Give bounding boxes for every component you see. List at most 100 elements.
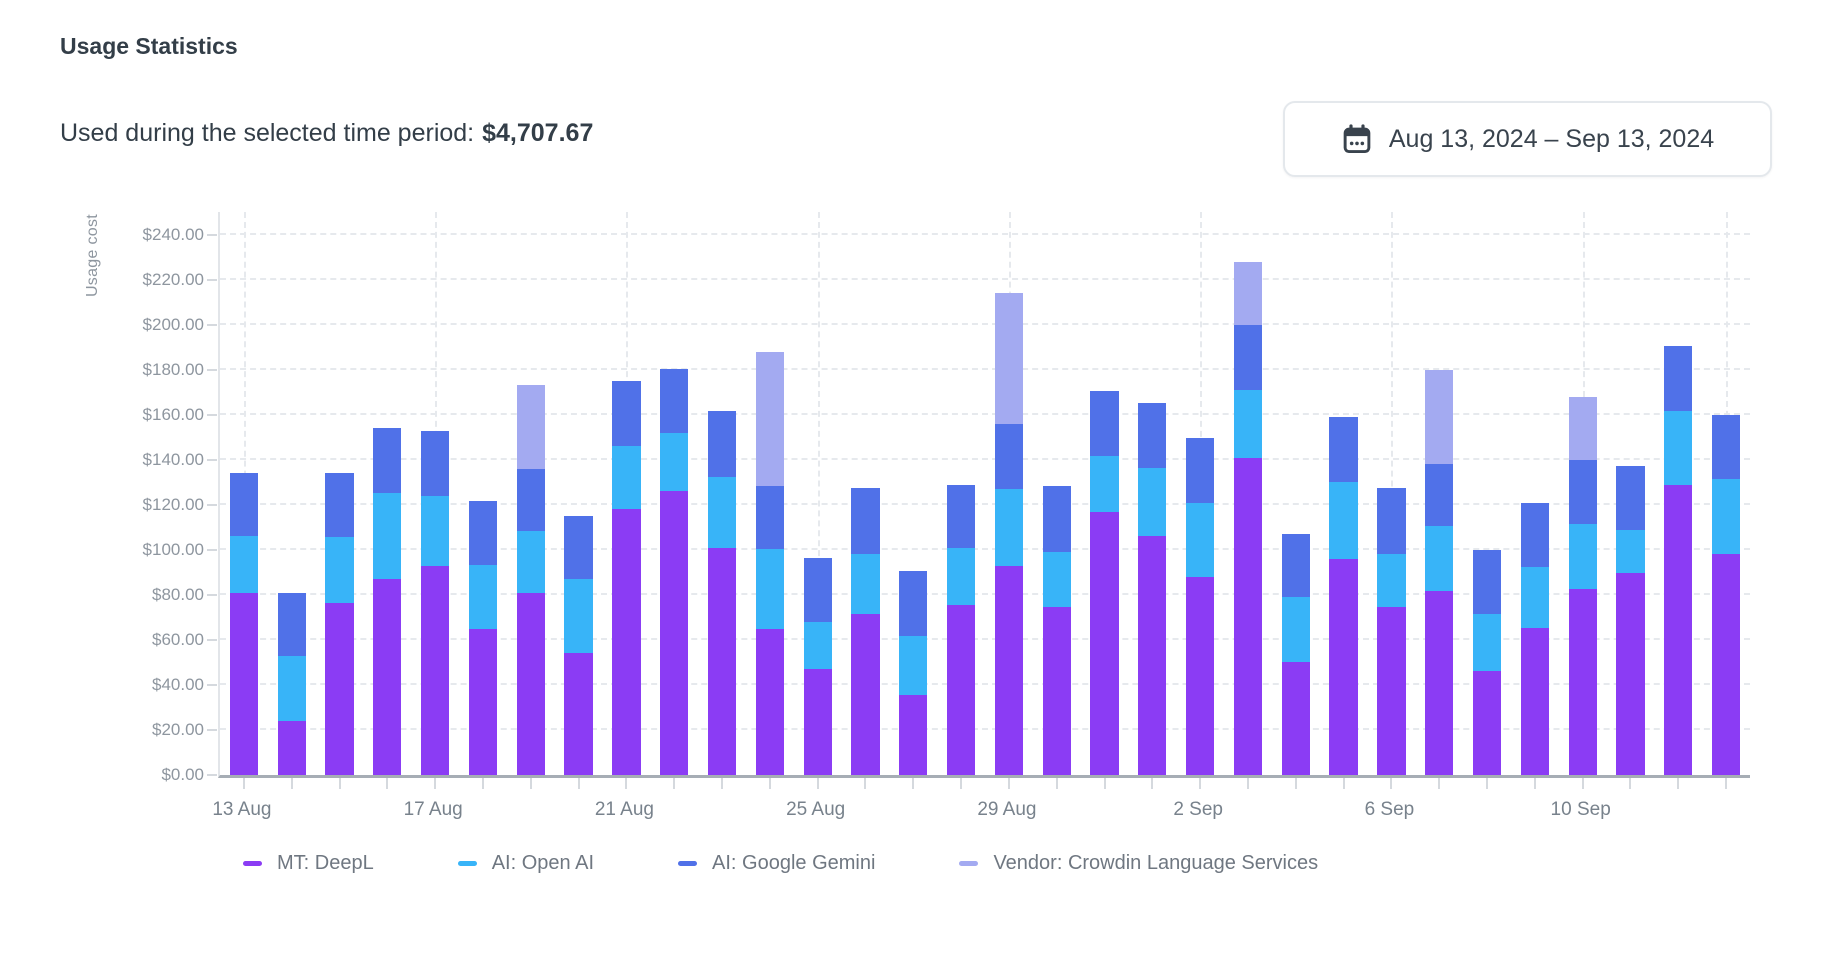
bar-segment[interactable] — [1711, 414, 1741, 480]
bar-segment[interactable] — [1281, 534, 1310, 597]
bar-segment[interactable] — [277, 720, 306, 775]
bar-segment[interactable] — [421, 431, 450, 496]
bar-segment[interactable] — [1042, 551, 1071, 607]
stacked-bar[interactable] — [229, 212, 258, 775]
bar-segment[interactable] — [851, 614, 880, 775]
bar-segment[interactable] — [516, 531, 545, 593]
bar-segment[interactable] — [325, 473, 354, 538]
bar-segment[interactable] — [1233, 324, 1263, 391]
bar-segment[interactable] — [851, 553, 880, 615]
bar-segment[interactable] — [1711, 553, 1741, 775]
stacked-bar[interactable] — [1425, 212, 1454, 775]
bar-segment[interactable] — [1138, 536, 1167, 775]
stacked-bar[interactable] — [1520, 212, 1549, 775]
bar-segment[interactable] — [373, 492, 402, 580]
legend-item[interactable]: MT: DeepL — [243, 852, 374, 875]
bar-segment[interactable] — [1472, 549, 1502, 615]
stacked-bar[interactable] — [851, 212, 880, 775]
stacked-bar[interactable] — [612, 212, 641, 775]
bar-segment[interactable] — [946, 485, 976, 548]
bar-segment[interactable] — [564, 579, 593, 654]
bar-segment[interactable] — [516, 592, 545, 775]
bar-segment[interactable] — [1090, 511, 1119, 775]
bar-segment[interactable] — [851, 487, 880, 554]
bar-segment[interactable] — [1329, 559, 1358, 775]
bar-segment[interactable] — [468, 501, 498, 566]
bar-segment[interactable] — [1281, 596, 1310, 662]
bar-segment[interactable] — [1425, 369, 1454, 464]
bar-segment[interactable] — [1711, 479, 1741, 554]
stacked-bar[interactable] — [1616, 212, 1645, 775]
bar-segment[interactable] — [1377, 487, 1406, 554]
bar-segment[interactable] — [660, 490, 689, 775]
bar-segment[interactable] — [421, 495, 450, 566]
stacked-bar[interactable] — [373, 212, 402, 775]
stacked-bar[interactable] — [803, 212, 832, 775]
bar-segment[interactable] — [1568, 397, 1597, 460]
date-range-button[interactable]: Aug 13, 2024 – Sep 13, 2024 — [1283, 101, 1772, 177]
bar-segment[interactable] — [994, 424, 1023, 490]
bar-segment[interactable] — [1425, 526, 1454, 592]
stacked-bar[interactable] — [1042, 212, 1071, 775]
stacked-bar[interactable] — [277, 212, 306, 775]
bar-segment[interactable] — [1329, 482, 1358, 560]
bar-segment[interactable] — [1520, 628, 1549, 775]
bar-segment[interactable] — [229, 473, 258, 537]
bar-segment[interactable] — [1186, 577, 1215, 775]
bar-segment[interactable] — [707, 548, 737, 775]
bar-segment[interactable] — [707, 477, 737, 549]
bar-segment[interactable] — [803, 669, 832, 775]
bar-segment[interactable] — [612, 446, 641, 510]
stacked-bar[interactable] — [1711, 212, 1741, 775]
bar-segment[interactable] — [229, 536, 258, 593]
bar-segment[interactable] — [1186, 502, 1215, 578]
bar-segment[interactable] — [660, 368, 689, 433]
stacked-bar[interactable] — [564, 212, 593, 775]
bar-segment[interactable] — [1281, 661, 1310, 775]
stacked-bar[interactable] — [1186, 212, 1215, 775]
bar-segment[interactable] — [1664, 485, 1693, 775]
stacked-bar[interactable] — [516, 212, 545, 775]
bar-segment[interactable] — [1664, 410, 1693, 486]
bar-segment[interactable] — [1042, 486, 1071, 552]
legend-item[interactable]: AI: Open AI — [457, 852, 594, 875]
bar-segment[interactable] — [612, 380, 641, 447]
bar-segment[interactable] — [755, 629, 784, 775]
bar-segment[interactable] — [660, 432, 689, 491]
stacked-bar[interactable] — [1090, 212, 1119, 775]
bar-segment[interactable] — [1425, 591, 1454, 775]
bar-segment[interactable] — [1138, 403, 1167, 468]
bar-segment[interactable] — [277, 655, 306, 721]
bar-segment[interactable] — [612, 509, 641, 775]
stacked-bar[interactable] — [1664, 212, 1693, 775]
bar-segment[interactable] — [468, 629, 498, 775]
bar-segment[interactable] — [1616, 465, 1645, 531]
stacked-bar[interactable] — [1568, 212, 1597, 775]
bar-segment[interactable] — [277, 592, 306, 656]
bar-segment[interactable] — [325, 537, 354, 603]
bar-segment[interactable] — [946, 604, 976, 775]
bar-segment[interactable] — [707, 411, 737, 478]
bar-segment[interactable] — [1520, 502, 1549, 568]
bar-segment[interactable] — [1664, 346, 1693, 411]
bar-segment[interactable] — [946, 547, 976, 605]
bar-segment[interactable] — [1377, 606, 1406, 775]
legend-item[interactable]: AI: Google Gemini — [678, 852, 875, 875]
bar-segment[interactable] — [803, 622, 832, 670]
stacked-bar[interactable] — [946, 212, 976, 775]
bar-segment[interactable] — [1186, 438, 1215, 503]
bar-segment[interactable] — [1472, 614, 1502, 672]
bar-segment[interactable] — [1568, 459, 1597, 525]
stacked-bar[interactable] — [899, 212, 928, 775]
bar-segment[interactable] — [1425, 463, 1454, 527]
bar-segment[interactable] — [899, 571, 928, 637]
bar-segment[interactable] — [755, 549, 784, 630]
stacked-bar[interactable] — [421, 212, 450, 775]
stacked-bar[interactable] — [1138, 212, 1167, 775]
bar-segment[interactable] — [994, 293, 1023, 425]
bar-segment[interactable] — [373, 428, 402, 493]
bar-segment[interactable] — [1377, 553, 1406, 607]
stacked-bar[interactable] — [1329, 212, 1358, 775]
bar-segment[interactable] — [1090, 455, 1119, 512]
stacked-bar[interactable] — [325, 212, 354, 775]
